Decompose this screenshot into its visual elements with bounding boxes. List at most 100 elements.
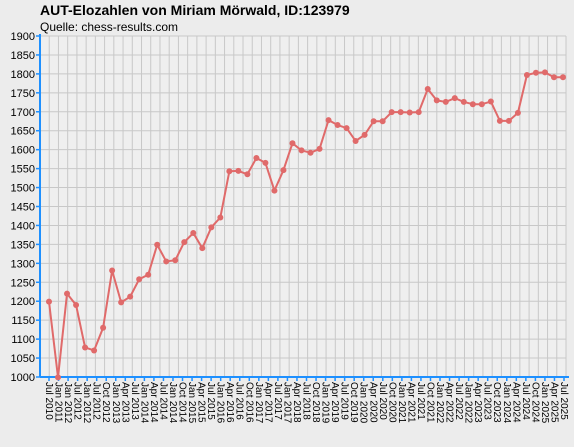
data-point [136, 276, 143, 283]
data-point [154, 241, 161, 248]
x-tick-label: Apr 2017 [262, 382, 273, 423]
chart-subtitle: Quelle: chess-results.com [40, 20, 179, 34]
data-point [406, 109, 413, 116]
x-tick-label: Jul 2022 [453, 382, 464, 420]
series-elo [46, 69, 566, 381]
data-point [145, 271, 152, 278]
data-point [451, 95, 458, 102]
x-tick-label: Jul 2017 [272, 382, 283, 420]
data-point [487, 98, 494, 105]
data-point [82, 344, 89, 351]
data-point [100, 324, 107, 331]
y-tick-label: 1650 [11, 126, 35, 138]
y-tick-label: 1500 [11, 183, 35, 195]
data-point [460, 98, 467, 105]
x-tick-label: Jan 2016 [215, 382, 226, 424]
y-tick-label: 1050 [11, 353, 35, 365]
x-tick-label: Apr 2016 [224, 382, 235, 423]
x-tick-label: Jul 2016 [234, 382, 245, 420]
data-point [469, 101, 476, 108]
data-point [280, 167, 287, 174]
x-tick-label: Jul 2012 [91, 382, 102, 420]
data-point [505, 117, 512, 124]
data-point [172, 257, 179, 264]
x-tick-label: Oct 2023 [491, 382, 502, 423]
x-tick-label: Jan 2012 [81, 382, 92, 424]
x-tick-label: Jul 2023 [482, 382, 493, 420]
data-point [271, 187, 278, 194]
y-tick-label: 1850 [11, 50, 35, 62]
data-point [55, 374, 62, 381]
data-point [208, 224, 215, 231]
y-tick-label: 1150 [11, 315, 35, 327]
data-point [262, 159, 269, 166]
x-tick-label: Apr 2025 [548, 382, 559, 423]
x-tick-label: Apr 2018 [291, 382, 302, 423]
x-tick-label: Jan 2021 [396, 382, 407, 424]
data-point [253, 155, 260, 162]
x-tick-label: Jan 2015 [186, 382, 197, 424]
y-tick-label: 1400 [11, 220, 35, 232]
data-point [64, 290, 71, 297]
x-tick-label: Jul 2020 [377, 382, 388, 420]
y-tick-label: 1800 [11, 69, 35, 81]
data-point [307, 149, 314, 156]
data-point [181, 239, 188, 246]
x-tick-label: Oct 2016 [243, 382, 254, 423]
x-tick-label: Jul 2014 [157, 382, 168, 420]
data-point [397, 109, 404, 116]
data-point [523, 72, 530, 79]
y-tick-label: 1350 [11, 239, 35, 251]
x-tick-label: Apr 2023 [472, 382, 483, 423]
data-point [334, 122, 341, 129]
x-tick-label: Jul 2024 [520, 382, 531, 420]
data-point [370, 118, 377, 125]
x-tick-label: Jul 2013 [129, 382, 140, 420]
x-tick-label: Jan 2019 [320, 382, 331, 424]
x-tick-label: Apr 2022 [444, 382, 455, 423]
x-tick-label: Oct 2021 [424, 382, 435, 423]
data-point [532, 69, 539, 76]
y-tick-label: 1000 [11, 372, 35, 384]
x-tick-label: Jan 2020 [358, 382, 369, 424]
data-point [550, 74, 557, 81]
x-tick-label: Jan 2012 [62, 382, 73, 424]
data-point [316, 145, 323, 152]
data-point [325, 117, 332, 124]
data-point [424, 86, 431, 93]
y-tick-label: 1100 [11, 334, 35, 346]
data-point [352, 137, 359, 144]
x-tick-label: Oct 2024 [529, 382, 540, 423]
x-tick-label: Jan 2014 [167, 382, 178, 424]
data-point [163, 258, 170, 265]
x-tick-label: Jan 2024 [501, 382, 512, 424]
data-point [109, 267, 116, 274]
data-point [190, 230, 197, 237]
series-line [48, 71, 563, 379]
y-tick-label: 1900 [11, 31, 35, 43]
data-point [91, 347, 98, 354]
y-tick-label: 1550 [11, 164, 35, 176]
y-tick-label: 1200 [11, 296, 35, 308]
x-tick-label: Jul 2015 [205, 382, 216, 420]
data-point [361, 131, 368, 138]
x-tick-label: Jan 2013 [110, 382, 121, 424]
x-tick-label: Jul 2012 [72, 382, 83, 420]
y-axis-ticks: 1000 1050 1100 1150 1200 1250 1300 1350 1400 1450… [11, 31, 40, 384]
data-point [433, 97, 440, 104]
x-tick-label: Jul 2021 [415, 382, 426, 420]
x-tick-label: Jan 2022 [463, 382, 474, 424]
data-point [235, 167, 242, 174]
y-tick-label: 1250 [11, 277, 35, 289]
x-tick-label: Oct 2012 [100, 382, 111, 423]
data-point [541, 69, 548, 76]
data-point [415, 109, 422, 116]
y-tick-label: 1450 [11, 202, 35, 214]
y-tick-label: 1750 [11, 88, 35, 100]
x-tick-label: Oct 2019 [348, 382, 359, 423]
x-tick-label: Jan 2022 [434, 382, 445, 424]
x-tick-label: Oct 2020 [386, 382, 397, 423]
x-tick-label: Jan 2017 [253, 382, 264, 424]
data-point [199, 245, 206, 252]
